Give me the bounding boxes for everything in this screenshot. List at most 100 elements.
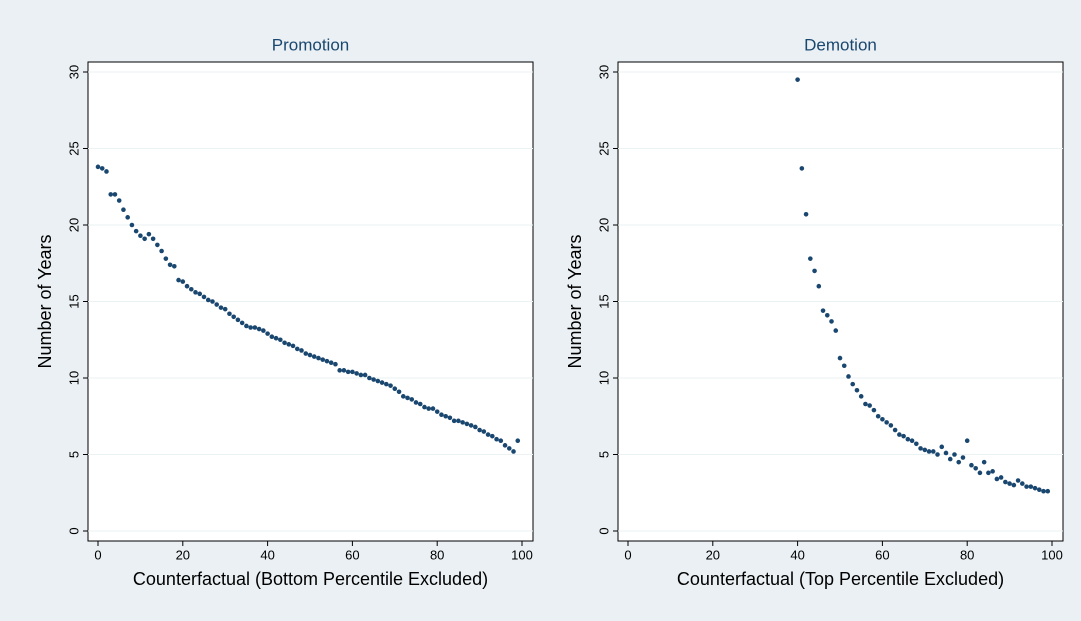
point xyxy=(502,443,508,448)
point xyxy=(909,438,915,444)
point xyxy=(129,222,135,228)
point xyxy=(142,236,147,242)
point xyxy=(176,277,181,283)
y-tick-label: 0 xyxy=(66,527,81,534)
x-axis-label: Counterfactual (Top Percentile Excluded) xyxy=(677,569,1004,589)
point xyxy=(460,420,465,425)
point xyxy=(95,164,101,170)
point xyxy=(320,357,326,362)
point xyxy=(333,361,338,367)
point xyxy=(367,375,372,381)
point xyxy=(901,433,906,439)
point xyxy=(350,369,355,375)
point xyxy=(294,346,300,352)
point xyxy=(481,429,487,434)
point xyxy=(159,248,164,254)
x-tick-label: 60 xyxy=(875,547,889,562)
point xyxy=(413,400,419,405)
point xyxy=(256,326,262,332)
point xyxy=(248,325,253,330)
point xyxy=(485,432,491,437)
point xyxy=(871,407,877,413)
point xyxy=(506,446,512,451)
point xyxy=(337,368,342,373)
point xyxy=(981,459,987,465)
point xyxy=(205,297,211,303)
x-tick-label: 100 xyxy=(1041,547,1063,562)
point xyxy=(125,215,130,220)
point xyxy=(854,387,860,393)
point xyxy=(188,286,194,292)
point xyxy=(400,394,406,399)
point xyxy=(986,470,991,476)
point xyxy=(375,378,381,384)
point xyxy=(998,475,1004,480)
y-tick-label: 25 xyxy=(596,141,611,155)
point xyxy=(354,371,359,376)
point xyxy=(286,342,292,347)
point xyxy=(977,470,983,476)
point xyxy=(384,381,389,387)
point xyxy=(303,351,309,356)
point xyxy=(473,424,478,430)
point xyxy=(121,207,126,212)
point xyxy=(875,413,881,419)
point xyxy=(197,291,203,297)
x-tick-label: 40 xyxy=(790,547,804,562)
point xyxy=(829,319,834,324)
point xyxy=(1003,479,1008,485)
point xyxy=(1028,484,1034,489)
point xyxy=(328,360,334,366)
y-tick-label: 5 xyxy=(596,451,611,458)
point xyxy=(112,192,118,197)
point xyxy=(422,404,427,410)
point xyxy=(282,340,287,346)
y-axis-label: Number of Years xyxy=(35,234,55,368)
y-tick-label: 30 xyxy=(66,65,81,79)
x-tick-label: 60 xyxy=(345,547,359,562)
x-tick-label: 80 xyxy=(960,547,974,562)
point xyxy=(1045,488,1051,494)
point xyxy=(914,441,919,447)
point xyxy=(180,279,186,284)
point xyxy=(443,413,448,419)
point xyxy=(926,449,932,454)
point xyxy=(824,312,830,318)
point xyxy=(252,325,258,330)
x-tick-label: 20 xyxy=(176,547,190,562)
point xyxy=(426,406,432,411)
point xyxy=(490,433,495,439)
point xyxy=(905,436,911,442)
x-tick-label: 40 xyxy=(260,547,274,562)
point xyxy=(1015,478,1021,483)
point xyxy=(867,403,872,408)
point xyxy=(379,380,385,385)
point xyxy=(290,343,296,349)
point xyxy=(456,418,461,424)
point xyxy=(193,290,198,295)
y-axis-label: Number of Years xyxy=(565,234,585,368)
point xyxy=(146,231,152,237)
y-tick-label: 10 xyxy=(596,371,611,385)
point xyxy=(884,420,889,425)
point xyxy=(231,314,236,320)
x-tick-label: 100 xyxy=(511,547,533,562)
point xyxy=(858,394,864,399)
point xyxy=(498,438,504,444)
x-tick-label: 80 xyxy=(430,547,444,562)
point xyxy=(214,302,220,307)
point xyxy=(99,166,105,171)
point xyxy=(1020,481,1025,486)
point xyxy=(477,427,482,433)
point xyxy=(358,372,364,378)
point xyxy=(371,377,376,382)
point xyxy=(888,423,894,428)
point xyxy=(816,283,822,289)
point xyxy=(133,228,139,234)
point xyxy=(392,386,398,392)
point xyxy=(990,469,995,474)
point xyxy=(138,233,143,239)
point xyxy=(863,401,868,407)
point xyxy=(939,444,945,450)
